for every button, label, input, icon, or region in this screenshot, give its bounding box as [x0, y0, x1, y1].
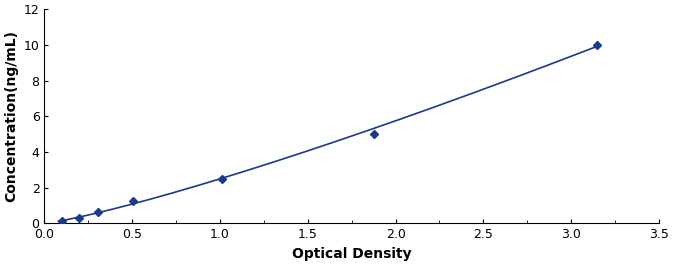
X-axis label: Optical Density: Optical Density: [292, 247, 411, 261]
Y-axis label: Concentration(ng/mL): Concentration(ng/mL): [4, 30, 18, 202]
